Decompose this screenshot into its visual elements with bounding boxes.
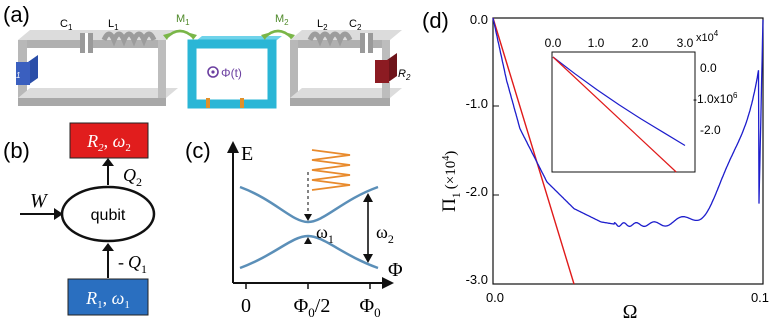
energy-axis-label: E <box>241 143 253 165</box>
bath-r1-label: R1, ω1 <box>85 288 130 311</box>
inset-series-blue <box>552 56 686 147</box>
flux-symbol <box>207 66 219 78</box>
flux-label: Φ(t) <box>221 66 242 80</box>
series-red-line <box>492 17 575 285</box>
y-tick-1: -1.0 <box>466 96 488 111</box>
panel-b-label: (b) <box>3 138 30 163</box>
resistor-r2 <box>375 60 389 83</box>
tick-zero: 0 <box>241 295 251 317</box>
plot-frame <box>492 17 764 285</box>
junction-2 <box>206 98 210 108</box>
inset-x-tick-2: 2.0 <box>632 36 649 50</box>
drive-signal <box>311 149 351 191</box>
l2-label: L2 <box>317 18 328 32</box>
omega2-label: ω2 <box>376 222 394 246</box>
tick-half-flux: Φ0/2 <box>294 295 331 320</box>
inset-x-multiplier: x104 <box>696 29 719 44</box>
panel-d-label: (d) <box>422 8 449 33</box>
inset-frame <box>551 51 696 173</box>
series-blue-line <box>492 17 764 228</box>
flux-axis-label: Φ <box>388 259 403 281</box>
panel-c-label: (c) <box>185 138 211 163</box>
junction-1 <box>240 98 244 108</box>
work-label: W <box>30 190 49 212</box>
q2-label: Q2 <box>123 165 142 189</box>
panel-a: (a) C1 L1 R1 M1 <box>3 2 411 109</box>
y-axis-label: Π1(×104) <box>439 151 463 212</box>
x-tick-0: 0.0 <box>486 290 504 305</box>
inset-x-tick-3: 3.0 <box>677 36 694 50</box>
inset-x-tick-0: 0.0 <box>545 36 562 50</box>
resistor-r1 <box>28 55 38 85</box>
r1-label: R1 <box>8 66 20 80</box>
c1-label: C1 <box>60 18 73 32</box>
tick-full-flux: Φ0 <box>359 295 380 320</box>
inset-series-red <box>552 56 677 173</box>
y-tick-2: -2.0 <box>466 184 488 199</box>
omega1-label: ω1 <box>316 222 334 246</box>
inset-y-tick-0: 0.0 <box>700 61 717 75</box>
panel-d: (d) 0.0 -1.0 -2.0 -3.0 0.0 0.1 Π1(×104) … <box>422 8 769 323</box>
c2-label: C2 <box>349 18 362 32</box>
lower-energy-level <box>239 234 379 270</box>
x-axis-label: Ω <box>623 301 638 323</box>
y-tick-0: 0.0 <box>470 12 488 27</box>
qubit-label: qubit <box>91 207 126 224</box>
inset-x-tick-1: 1.0 <box>588 36 605 50</box>
inset: 0.0 1.0 2.0 3.0 x104 0.0 -1.0x106 -2.0 <box>545 29 738 173</box>
q1-label: - Q1 <box>118 252 147 276</box>
bath-r1-box <box>67 278 149 316</box>
bath-r2-label: R2, ω2 <box>86 131 131 154</box>
y-tick-3: -3.0 <box>466 272 488 287</box>
x-tick-1: 0.1 <box>751 290 769 305</box>
l1-label: L1 <box>108 18 119 32</box>
r2-label: R2 <box>398 68 411 82</box>
qubit-loop <box>187 36 282 109</box>
m1-label: M1 <box>176 13 190 27</box>
m2-label: M2 <box>275 13 289 27</box>
right-circuit <box>290 30 402 106</box>
panel-b: (b) R2, ω2 Q2 qubit W - Q1 R1, ω1 <box>3 122 156 316</box>
inset-y-tick-1: -1.0x106 <box>693 91 738 106</box>
panel-a-label: (a) <box>3 2 30 27</box>
panel-c: (c) E Φ ω1 ω2 0 Φ0/2 Φ0 <box>185 138 403 320</box>
inset-y-tick-2: -2.0 <box>700 123 721 137</box>
bath-r2-box <box>69 122 149 159</box>
upper-energy-level <box>239 185 379 224</box>
left-circuit <box>16 30 178 106</box>
